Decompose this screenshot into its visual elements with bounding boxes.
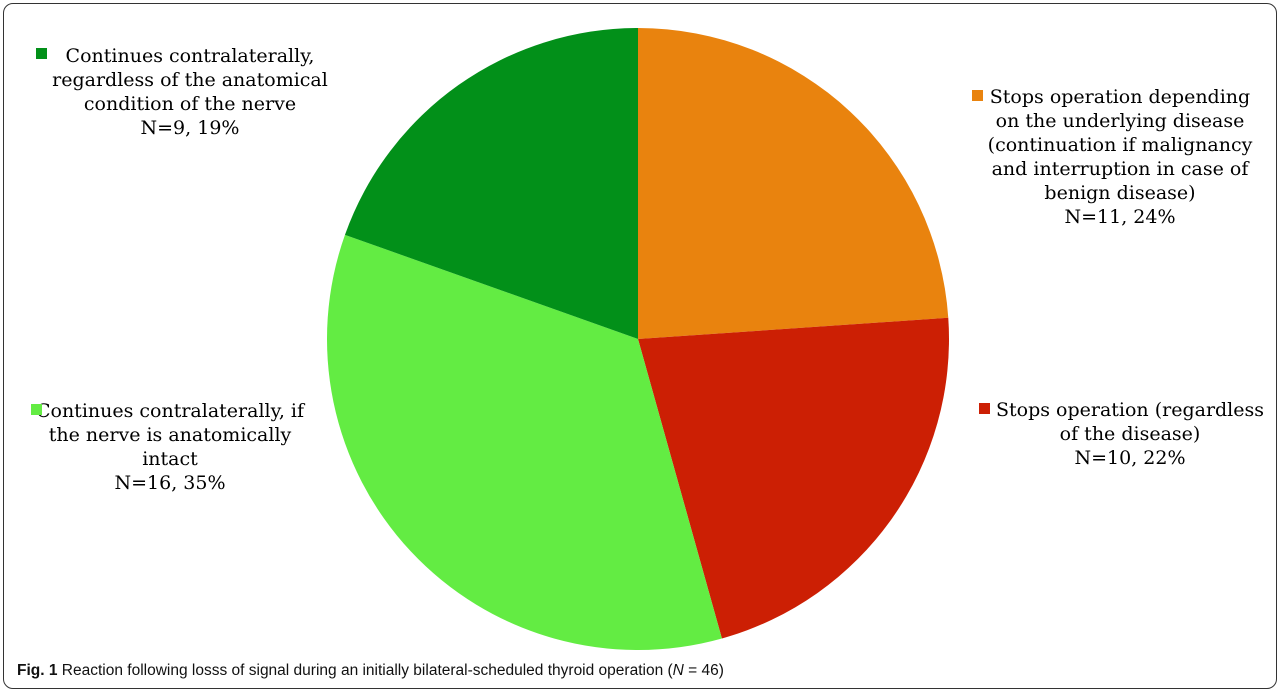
slice-label-line: (continuation if malignancy <box>987 134 1253 156</box>
caption-n-value: = 46) <box>683 662 724 679</box>
figure-frame <box>3 3 1277 689</box>
slice-label-continues-regardless: Continues contralaterally, regardless of … <box>30 44 350 140</box>
legend-swatch-continues-regardless <box>36 48 47 59</box>
slice-label-line: regardless of the anatomical <box>52 69 328 91</box>
legend-swatch-stops-regardless <box>979 403 990 414</box>
slice-label-line: N=11, 24% <box>1064 206 1176 228</box>
slice-label-stops-regardless: Stops operation (regardless of the diseas… <box>980 398 1280 470</box>
caption-text: Reaction following losss of signal durin… <box>57 662 673 679</box>
slice-label-line: on the underlying disease <box>995 110 1245 132</box>
slice-label-stops-depending: Stops operation depending on the underlyi… <box>960 85 1280 229</box>
slice-label-line: Stops operation (regardless <box>995 399 1265 421</box>
slice-label-line: N=16, 35% <box>114 472 226 494</box>
slice-label-line: Stops operation depending <box>989 86 1251 108</box>
slice-label-line: the nerve is anatomically <box>48 424 292 446</box>
pie-slice-stops-regardless <box>638 317 949 639</box>
slice-label-line: N=10, 22% <box>1074 447 1186 469</box>
slice-label-line: Continues contralaterally, <box>65 45 315 67</box>
slice-label-line: condition of the nerve <box>83 93 297 115</box>
slice-label-continues-if-intact: Continues contralaterally, if the nerve i… <box>20 399 320 495</box>
slice-label-line: and interruption in case of <box>991 158 1249 180</box>
slice-label-line: of the disease) <box>1059 423 1201 445</box>
slice-label-line: intact <box>142 448 198 470</box>
slice-label-line: N=9, 19% <box>140 117 240 139</box>
pie-slice-stops-depending <box>638 28 949 339</box>
caption-fig-label: Fig. 1 <box>17 662 58 679</box>
legend-swatch-continues-if-intact <box>31 404 42 415</box>
slice-label-line: Continues contralaterally, if <box>35 400 305 422</box>
pie-slice-continues-if-intact <box>327 234 722 650</box>
caption-n-italic: N <box>672 662 684 679</box>
slice-label-line: benign disease) <box>1044 182 1196 204</box>
figure-caption: Fig. 1 Reaction following losss of signa… <box>17 662 724 680</box>
legend-swatch-stops-depending <box>972 90 983 101</box>
pie-slice-continues-regardless <box>344 28 638 339</box>
